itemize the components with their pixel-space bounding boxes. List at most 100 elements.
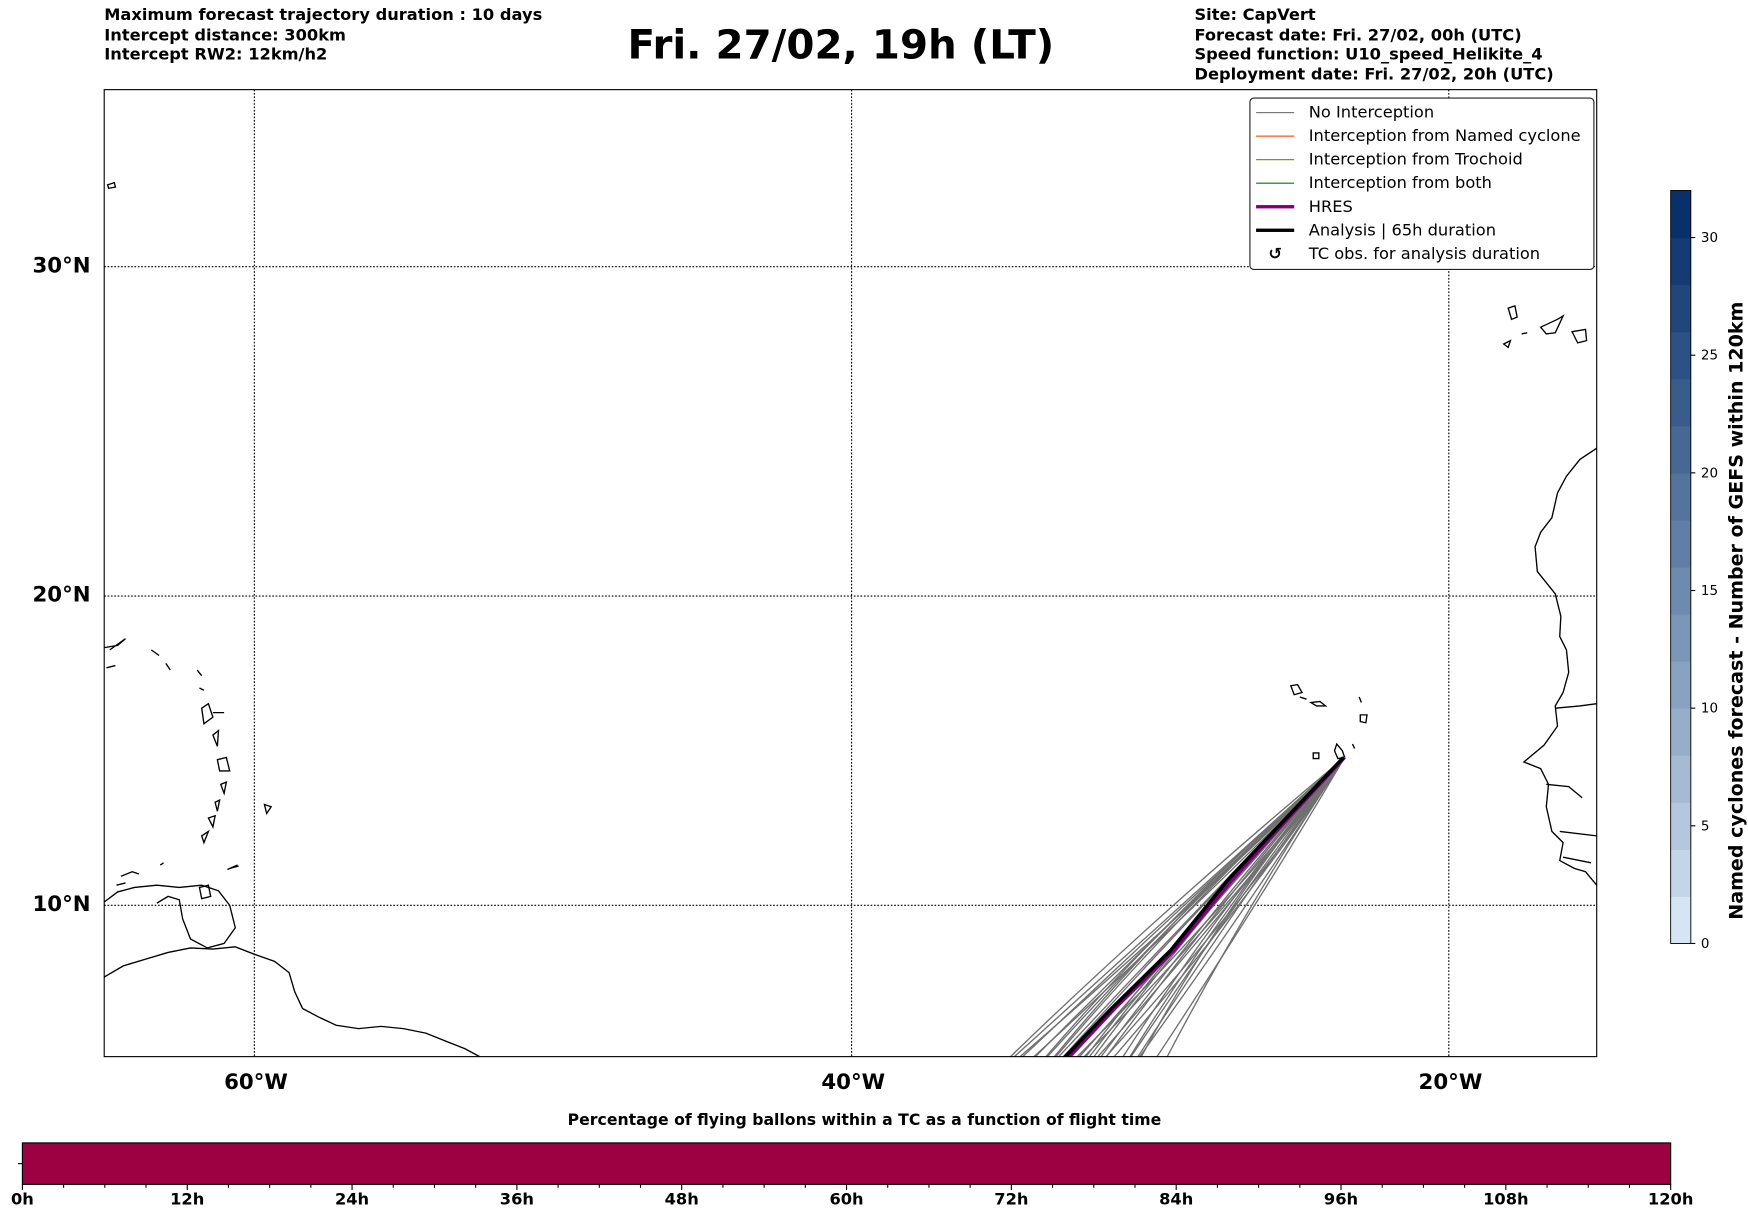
- trajectory-line: [1055, 756, 1346, 1057]
- colorbar-frame: [1670, 190, 1692, 944]
- canary-islands: [1502, 305, 1588, 349]
- colorbar-band: [1670, 708, 1691, 756]
- cape-verde-islands: [1289, 683, 1368, 760]
- gambia-senegal-detail: [1546, 703, 1597, 864]
- colorbar: [1670, 190, 1696, 945]
- analysis-trajectory: [1062, 756, 1345, 1057]
- trinidad: [198, 884, 212, 900]
- lon-label-20w: 20°W: [1418, 1070, 1483, 1095]
- south-america-coast: [104, 946, 480, 1057]
- colorbar-band: [1670, 802, 1691, 850]
- legend-item-trochoid: Interception from Trochoid: [1250, 148, 1523, 172]
- site-info: Site: CapVert Forecast date: Fri. 27/02,…: [1194, 7, 1553, 85]
- run-parameters: Maximum forecast trajectory duration : 1…: [104, 7, 542, 66]
- colorbar-band: [1670, 472, 1691, 521]
- legend-line-icon: [1256, 135, 1295, 137]
- site-text: Site: CapVert: [1194, 6, 1316, 25]
- colorbar-band: [1670, 331, 1691, 380]
- timebar-tick-label: 12h: [170, 1191, 205, 1210]
- timebar-tick-label: 24h: [334, 1191, 370, 1210]
- legend-label: Analysis | 65h duration: [1308, 221, 1497, 240]
- legend-item-no-interception: No Interception: [1250, 101, 1434, 125]
- legend-label: HRES: [1308, 197, 1353, 216]
- legend-line-icon: [1256, 205, 1295, 209]
- colorbar-band: [1670, 755, 1691, 803]
- colorbar-band: [1670, 849, 1691, 897]
- timebar-title: Percentage of flying ballons within a TC…: [567, 1111, 1162, 1130]
- legend-label: No Interception: [1308, 103, 1435, 122]
- colorbar-band: [1670, 237, 1691, 286]
- colorbar-band: [1670, 896, 1691, 945]
- colorbar-band: [1670, 425, 1691, 474]
- timebar: [17, 1142, 1672, 1190]
- legend-item-tc-obs: ↺ TC obs. for analysis duration: [1250, 242, 1540, 266]
- timebar-fill: [21, 1142, 1672, 1185]
- lat-label-10n: 10°N: [32, 891, 91, 917]
- trajectories: [1009, 756, 1346, 1057]
- legend-item-analysis: Analysis | 65h duration: [1250, 218, 1496, 242]
- legend-line-icon: [1256, 228, 1295, 232]
- trajectory-line: [1105, 757, 1346, 1057]
- legend-item-hres: HRES: [1250, 195, 1353, 219]
- venezuela-coast: [104, 884, 237, 949]
- timebar-tick-label: 108h: [1483, 1191, 1529, 1210]
- colorbar-band: [1670, 566, 1691, 615]
- lat-label-30n: 30°N: [32, 253, 91, 278]
- legend-label: Interception from both: [1308, 174, 1492, 193]
- legend-label: Interception from Named cyclone: [1308, 127, 1581, 146]
- lon-label-40w: 40°W: [821, 1070, 886, 1095]
- timebar-tick-label: 60h: [829, 1191, 864, 1210]
- legend-label: TC obs. for analysis duration: [1308, 244, 1541, 263]
- trajectory-line: [1156, 757, 1346, 1057]
- max-duration-text: Maximum forecast trajectory duration : 1…: [104, 6, 543, 25]
- deployment-date-text: Deployment date: Fri. 27/02, 20h (UTC): [1194, 65, 1554, 84]
- speed-function-text: Speed function: U10_speed_Helikite_4: [1194, 45, 1543, 64]
- west-africa-coast: [1522, 447, 1597, 886]
- lat-label-20n: 20°N: [32, 582, 91, 608]
- legend-item-both: Interception from both: [1250, 171, 1492, 195]
- colorbar-band: [1670, 614, 1691, 662]
- timebar-tick-label: 96h: [1323, 1191, 1359, 1210]
- timebar-tick-label: 36h: [499, 1191, 534, 1210]
- colorbar-tick-label: 5: [1700, 817, 1710, 834]
- colorbar-band: [1670, 378, 1691, 427]
- bermuda: [106, 181, 117, 190]
- trajectory-line: [1137, 757, 1346, 1057]
- legend-line-icon: [1256, 112, 1295, 114]
- colorbar-tick-label: 20: [1700, 465, 1719, 481]
- caribbean-islands: [104, 638, 273, 886]
- trajectory-line: [1166, 757, 1346, 1057]
- legend-item-named-cyclone: Interception from Named cyclone: [1250, 124, 1581, 148]
- intercept-distance-text: Intercept distance: 300km: [104, 26, 346, 45]
- legend-line-icon: [1256, 159, 1295, 161]
- colorbar-band: [1670, 661, 1691, 709]
- colorbar-tick-label: 15: [1700, 582, 1719, 599]
- tobago: [229, 865, 239, 870]
- trajectory-line: [1009, 756, 1346, 1057]
- intercept-rw2-text: Intercept RW2: 12km/h2: [104, 45, 328, 64]
- timebar-tick-label: 72h: [994, 1191, 1029, 1210]
- cyclone-symbol-icon: ↺: [1268, 244, 1282, 263]
- coastlines: [104, 181, 1597, 1057]
- timebar-tick-label: 120h: [1647, 1191, 1694, 1210]
- colorbar-tick-label: 25: [1700, 347, 1719, 364]
- colorbar-label: Named cyclones forecast - Number of GEFS…: [1725, 301, 1748, 920]
- trajectory-line: [1113, 757, 1346, 1057]
- lon-label-60w: 60°W: [224, 1070, 288, 1095]
- trajectory-line: [1130, 757, 1346, 1057]
- legend-line-icon: [1256, 182, 1295, 184]
- timebar-tick-label: 48h: [664, 1191, 699, 1210]
- trajectory-line: [1053, 756, 1346, 1057]
- colorbar-tick-label: 30: [1700, 229, 1719, 246]
- timebar-tick-label: 0h: [10, 1191, 34, 1210]
- colorbar-band: [1670, 284, 1691, 333]
- timebar-tick-label: 84h: [1159, 1191, 1194, 1210]
- map-frame: [103, 89, 1598, 1058]
- colorbar-band: [1670, 190, 1691, 239]
- legend-label: Interception from Trochoid: [1308, 150, 1523, 169]
- forecast-date-text: Forecast date: Fri. 27/02, 00h (UTC): [1194, 26, 1522, 45]
- colorbar-tick-label: 10: [1700, 700, 1719, 716]
- colorbar-tick-label: 0: [1700, 935, 1710, 952]
